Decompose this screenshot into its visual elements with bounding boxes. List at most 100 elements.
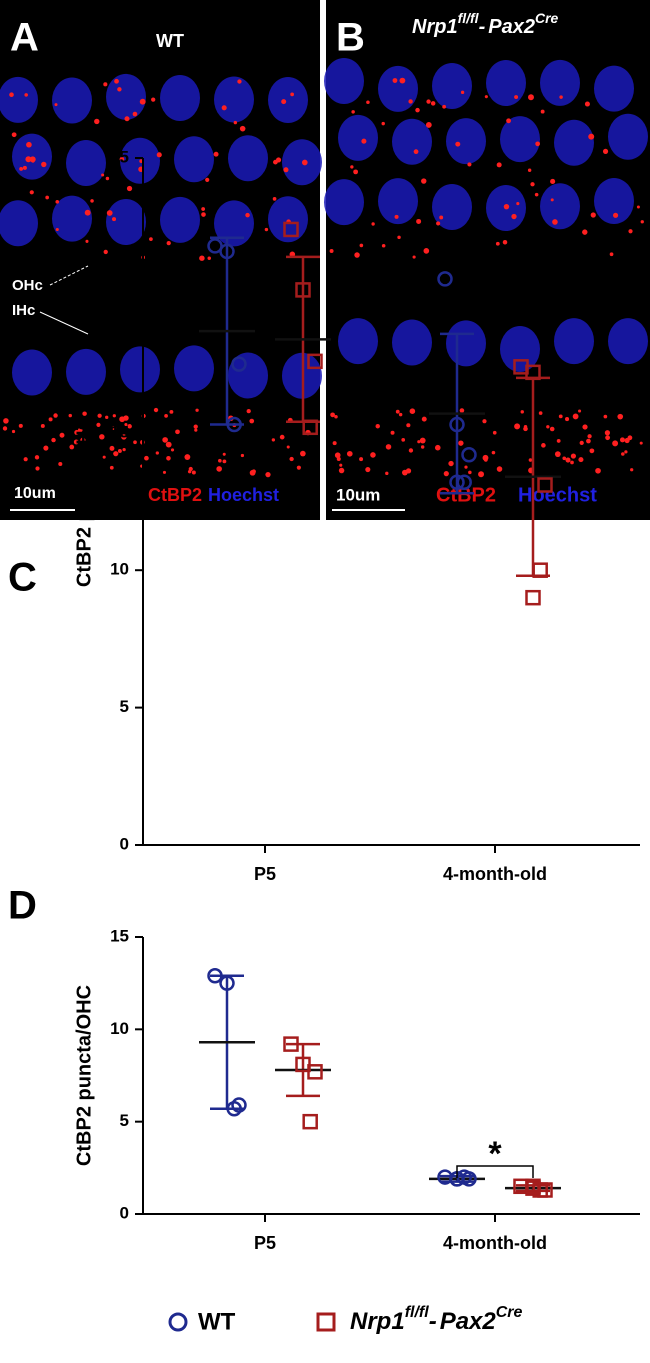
puncta (398, 412, 403, 417)
puncta (430, 101, 436, 106)
puncta (77, 427, 83, 433)
puncta (272, 197, 277, 201)
puncta (283, 167, 289, 173)
puncta (554, 451, 561, 458)
arrow (39, 311, 89, 335)
nucleus (228, 352, 268, 399)
panel-title: WT (156, 31, 184, 51)
data-point (437, 271, 453, 287)
puncta (636, 205, 640, 209)
puncta (195, 408, 199, 412)
data-point (231, 356, 247, 372)
puncta (595, 467, 601, 474)
puncta (23, 457, 28, 462)
puncta (18, 423, 23, 428)
nucleus (540, 59, 580, 106)
puncta (506, 118, 512, 124)
puncta (468, 470, 472, 475)
puncta (213, 151, 219, 157)
puncta (370, 452, 376, 458)
nucleus (608, 113, 648, 160)
nucleus (324, 58, 364, 105)
puncta (207, 256, 211, 261)
nucleus (594, 178, 634, 225)
puncta (289, 456, 294, 462)
puncta (199, 255, 205, 261)
data-point (525, 1178, 541, 1195)
puncta (58, 461, 63, 466)
y-axis-title: CtBP2 puncta/IHC (73, 416, 95, 587)
puncta (25, 156, 32, 163)
stain: CtBP2 (436, 484, 496, 506)
puncta (570, 453, 577, 459)
puncta (233, 120, 238, 125)
data-point (456, 474, 472, 491)
puncta (240, 453, 245, 458)
puncta (106, 210, 113, 216)
nucleus (432, 62, 472, 109)
puncta (281, 99, 287, 105)
puncta (264, 227, 269, 232)
data-point (283, 1036, 299, 1052)
nucleus (554, 119, 594, 166)
puncta (371, 222, 375, 226)
puncta (113, 451, 119, 457)
puncta (619, 437, 625, 443)
puncta (385, 444, 392, 450)
nucleus (594, 65, 634, 112)
puncta (365, 466, 371, 473)
nucleus (214, 200, 254, 247)
data-point (295, 282, 311, 298)
puncta (164, 414, 168, 418)
puncta (579, 440, 584, 445)
puncta (43, 445, 49, 451)
puncta (94, 118, 100, 125)
puncta (101, 173, 105, 177)
data-point (307, 1064, 323, 1080)
nucleus (106, 73, 146, 120)
puncta (421, 178, 427, 184)
genotype: - (479, 16, 486, 38)
puncta (132, 111, 138, 117)
puncta (35, 466, 40, 471)
puncta (361, 138, 367, 144)
y-tick-label: 10 (110, 560, 129, 579)
puncta (124, 116, 130, 122)
data-point (449, 474, 465, 491)
panel-letter: B (336, 16, 365, 60)
puncta (153, 407, 159, 413)
puncta (406, 423, 411, 428)
y-tick-label: 20 (110, 285, 129, 304)
puncta (53, 413, 58, 418)
puncta (556, 439, 561, 443)
nucleus (106, 198, 146, 245)
x-tick-label: 4-month-old (443, 1233, 547, 1253)
puncta (421, 416, 427, 422)
puncta (162, 470, 167, 474)
puncta (534, 192, 539, 197)
puncta (409, 408, 416, 414)
nucleus (214, 76, 254, 123)
nucleus (66, 348, 106, 395)
puncta (621, 452, 625, 456)
puncta (48, 417, 53, 422)
puncta (222, 459, 227, 464)
puncta (528, 458, 533, 462)
puncta (216, 466, 222, 472)
puncta (582, 424, 588, 430)
puncta (516, 202, 520, 206)
puncta (105, 415, 109, 419)
puncta (55, 227, 59, 232)
data-point (302, 419, 318, 436)
data-point (525, 589, 541, 606)
puncta (627, 435, 633, 441)
puncta (68, 413, 72, 418)
puncta (114, 78, 119, 84)
puncta (491, 450, 496, 455)
puncta (117, 87, 122, 92)
puncta (121, 434, 127, 440)
puncta (375, 424, 380, 429)
puncta (275, 157, 282, 163)
puncta (201, 212, 206, 217)
